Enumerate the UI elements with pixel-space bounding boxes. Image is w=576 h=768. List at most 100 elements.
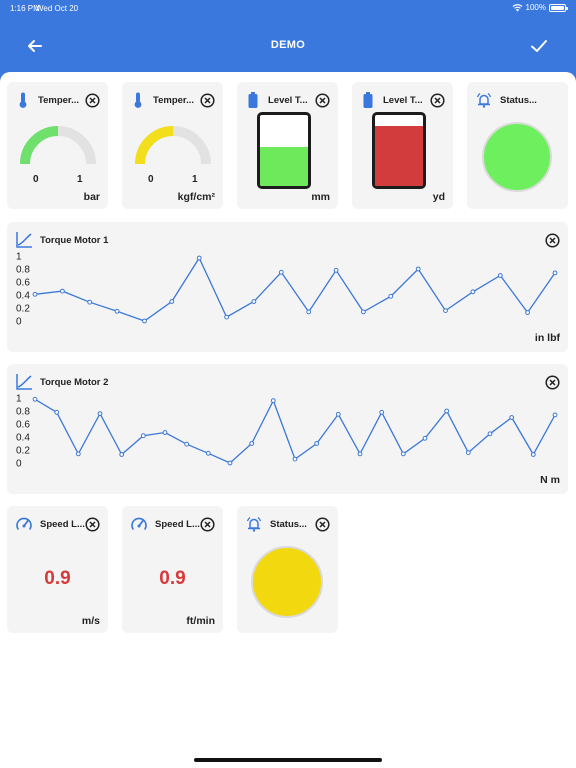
widget-title: Temper... [38,94,80,106]
data-point [443,308,448,313]
status-widget-2[interactable]: Status... [237,506,338,633]
data-point [525,310,530,315]
speed-value: 0.9 [159,568,186,589]
y-tick-label: 0.4 [16,291,30,302]
widget-title: Speed L... [40,518,85,530]
data-point [162,430,168,435]
close-icon[interactable] [545,374,560,390]
series-line [34,398,556,464]
data-point [509,415,515,420]
speedometer-icon [16,517,32,530]
battery-level-icon [248,92,258,108]
data-point [140,433,146,439]
data-point [249,441,255,446]
widget-title: Level T... [383,94,423,106]
data-point [184,441,190,447]
speed-value: 0.9 [44,568,71,589]
data-point [530,452,536,457]
data-point [196,255,202,261]
data-point [306,309,312,315]
data-point [227,460,233,466]
speed-widget-1[interactable]: Speed L... 0.9 m/s [7,506,108,633]
y-tick-label: 0.8 [16,265,30,276]
unit-label: ft/min [186,615,215,627]
back-button[interactable] [24,35,46,57]
data-point [142,318,147,324]
speedometer-icon [131,517,147,530]
y-tick-label: 0 [16,459,22,470]
temperature-widget-1[interactable]: Temper... 0 1 bar [7,82,108,209]
battery-level-icon [363,92,373,108]
data-point [497,273,503,278]
y-tick-label: 1 [16,394,22,405]
close-icon[interactable] [200,516,215,532]
close-icon[interactable] [315,516,330,532]
dashboard-content: Temper... 0 1 bar Temper... [0,72,576,768]
close-icon[interactable] [315,92,330,108]
battery-icon [549,3,568,12]
close-icon[interactable] [545,232,560,248]
series-line [34,256,556,322]
gauge-dial [20,126,96,165]
wifi-icon [512,4,522,12]
status-bar: 1:16 PM Wed Oct 20 100% [0,0,576,18]
data-point [470,289,476,295]
level-tank-widget-1[interactable]: Level T... mm [237,82,338,209]
unit-label: bar [83,191,100,203]
data-point [278,269,284,275]
data-point [361,309,366,315]
gauge-max-label: 1 [192,174,198,185]
widget-title: Temper... [153,94,195,106]
data-point [32,291,38,297]
data-point [114,308,120,314]
temperature-widget-2[interactable]: Temper... 0 1 kgf/cm² [122,82,223,209]
data-point [169,299,175,304]
widget-title: Speed L... [155,518,200,530]
data-point [444,408,450,414]
gauge-min-label: 0 [148,174,154,185]
y-tick-label: 0.8 [16,407,30,418]
speed-widget-2[interactable]: Speed L... 0.9 ft/min [122,506,223,633]
y-tick-label: 0.4 [16,433,30,444]
widget-title: Status... [500,94,537,106]
close-icon[interactable] [85,516,100,532]
status-date: Wed Oct 20 [36,4,79,13]
gauge-max-label: 1 [77,174,83,185]
data-point [60,288,65,294]
page-title: DEMO [270,39,306,51]
data-point [119,452,125,457]
close-icon[interactable] [85,92,100,108]
torque-motor-1-chart[interactable]: Torque Motor 1 1 0.8 0.6 0.4 0.2 0 in lbf [7,222,568,352]
widget-title: Status... [270,518,307,530]
data-point [415,266,421,272]
level-tank [372,112,426,189]
status-led-yellow [251,546,323,618]
level-tank-widget-2[interactable]: Level T... yd [352,82,453,209]
y-tick-label: 0.2 [16,304,30,315]
data-point [54,409,60,415]
unit-label: kgf/cm² [177,191,215,203]
status-widget-1[interactable]: Status... [467,82,568,209]
data-point [32,396,38,402]
thermometer-icon [134,92,142,108]
close-icon[interactable] [200,92,215,108]
unit-label: m/s [81,615,100,627]
data-point [251,299,257,304]
unit-label: yd [432,191,445,203]
line-chart-icon [16,374,32,390]
data-point [335,411,341,417]
status-right: 100% [512,3,568,12]
status-time: 1:16 PM [10,4,40,13]
y-tick-label: 0.2 [16,446,30,457]
y-tick-label: 0.6 [16,420,30,431]
tank-fill [260,146,308,186]
data-point [333,267,339,273]
battery-percent: 100% [525,3,546,12]
data-point [388,293,394,299]
app-header: 1:16 PM Wed Oct 20 100% DEMO [0,0,576,82]
line-chart-icon [16,232,32,248]
torque-motor-2-chart[interactable]: Torque Motor 2 1 0.8 0.6 0.4 0.2 0 N m [7,364,568,494]
confirm-button[interactable] [528,35,550,57]
unit-label: mm [311,191,330,203]
close-icon[interactable] [430,92,445,108]
